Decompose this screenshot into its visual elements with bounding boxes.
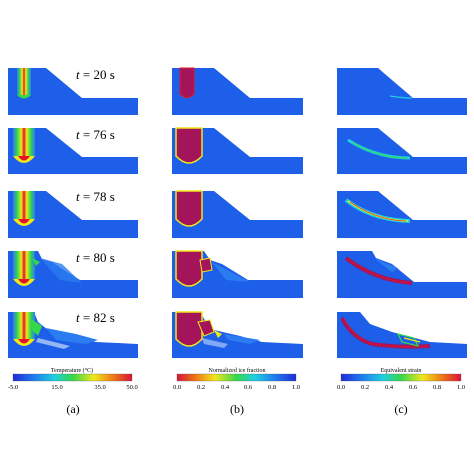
colorbar-temperature-tick: 35.0 xyxy=(94,384,105,391)
strain-plot-t78 xyxy=(337,191,467,238)
colorbar-equivalent-strain: Equivalent strain 0.0 0.2 0.4 0.6 0.8 1.… xyxy=(337,368,465,391)
colorbar-ice-fraction-tick: 1.0 xyxy=(292,384,300,391)
column-c-equivalent-strain xyxy=(337,68,467,358)
temperature-plot-t80 xyxy=(8,251,138,298)
strain-plot-t80 xyxy=(337,251,467,298)
time-label-3: t = 78 s xyxy=(76,189,115,204)
column-a-temperature xyxy=(8,68,138,358)
panel-label-c: (c) xyxy=(394,402,407,416)
colorbar-ice-fraction-tick: 0.8 xyxy=(268,384,276,391)
colorbar-temperature-title: Temperature (°C) xyxy=(51,367,93,374)
colorbar-ice-fraction-tick: 0.2 xyxy=(197,384,205,391)
temperature-plot-t76 xyxy=(8,128,138,174)
colorbar-temperature-tick: -5.0 xyxy=(8,384,18,391)
ice-plot-t82 xyxy=(172,311,303,358)
colorbar-temperature-bar xyxy=(12,373,133,382)
colorbar-equivalent-strain-tick: 0.0 xyxy=(337,384,345,391)
colorbar-equivalent-strain-tick: 1.0 xyxy=(457,384,465,391)
colorbar-ice-fraction-tick: 0.6 xyxy=(244,384,253,391)
colorbar-equivalent-strain-title: Equivalent strain xyxy=(381,368,422,374)
colorbar-equivalent-strain-tick: 0.4 xyxy=(385,384,394,391)
colorbar-temperature: Temperature (°C) -5.0 15.0 35.0 50.0 xyxy=(8,367,138,391)
ice-plot-t80 xyxy=(172,250,303,298)
colorbar-ice-fraction-bar xyxy=(176,373,297,382)
panel-label-a: (a) xyxy=(66,402,79,416)
time-label-5: t = 82 s xyxy=(76,310,115,325)
colorbar-temperature-tick: 50.0 xyxy=(126,384,137,391)
colorbar-equivalent-strain-tick: 0.2 xyxy=(361,384,369,391)
colorbar-ice-fraction: Normalized ice fraction 0.0 0.2 0.4 0.6 … xyxy=(173,367,300,391)
colorbar-ice-fraction-tick: 0.4 xyxy=(221,384,230,391)
strain-plot-t76 xyxy=(337,128,467,174)
strain-plot-t20 xyxy=(337,68,467,115)
ice-plot-t78 xyxy=(172,190,303,238)
colorbar-equivalent-strain-bar xyxy=(340,373,462,382)
colorbar-ice-fraction-title: Normalized ice fraction xyxy=(209,367,266,374)
ice-plot-t76 xyxy=(172,127,303,174)
temperature-plot-t20 xyxy=(8,68,138,115)
temperature-plot-t82 xyxy=(8,312,138,358)
strain-plot-t82 xyxy=(337,312,467,358)
colorbar-equivalent-strain-tick: 0.8 xyxy=(433,384,441,391)
column-b-ice-fraction xyxy=(172,67,303,358)
time-label-1: t = 20 s xyxy=(76,67,115,82)
panel-labels: (a) (b) (c) xyxy=(66,402,407,416)
temperature-plot-t78 xyxy=(8,191,138,238)
colorbar-temperature-tick: 15.0 xyxy=(51,384,62,391)
time-label-4: t = 80 s xyxy=(76,250,115,265)
time-label-2: t = 76 s xyxy=(76,127,115,142)
time-labels: t = 20 s t = 76 s t = 78 s t = 80 s t = … xyxy=(76,67,115,325)
panel-label-b: (b) xyxy=(230,402,244,416)
colorbar-ice-fraction-tick: 0.0 xyxy=(173,384,181,391)
colorbar-equivalent-strain-tick: 0.6 xyxy=(409,384,418,391)
ice-plot-t20 xyxy=(172,67,303,115)
